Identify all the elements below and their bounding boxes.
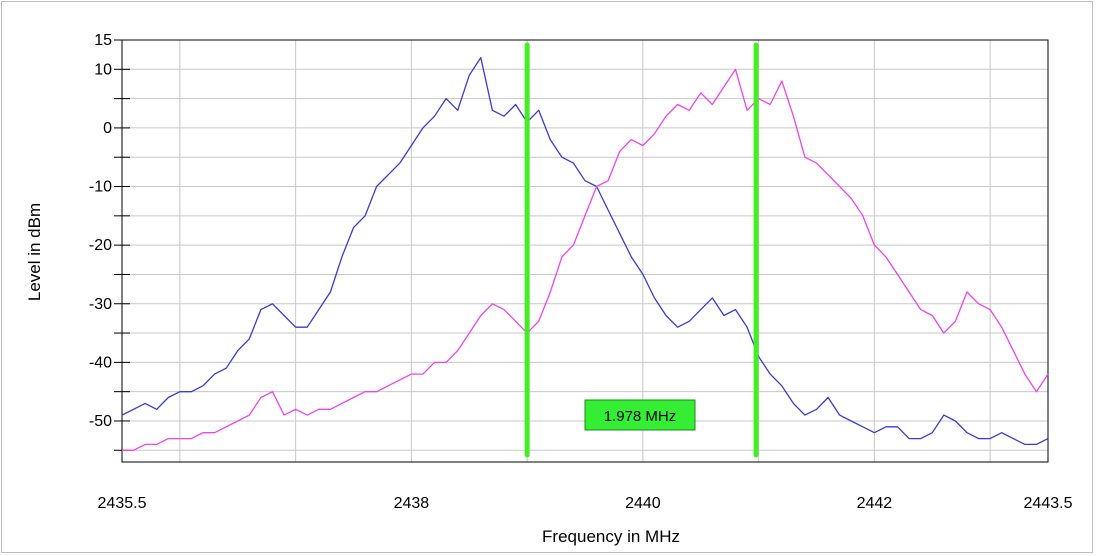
x-axis-tick-labels: 2435.5 2438 2440 2442 2443.5	[98, 495, 1073, 512]
plot-area-border	[121, 39, 1049, 463]
x-tick-label: 2438	[394, 495, 430, 512]
y-axis-tick-labels: 15 10 0 -10 -20 -30 -40 -50	[89, 32, 112, 430]
delta-annotation-box	[584, 399, 696, 431]
series-line-2	[122, 68, 1049, 451]
delta-annotation-text: 1.978 MHz	[604, 408, 677, 425]
y-tick-label: 10	[94, 61, 112, 78]
y-tick-label: -20	[89, 237, 112, 254]
delta-annotation: 1.978 MHz	[584, 399, 696, 431]
series-lines	[121, 56, 1049, 451]
y-tick-label: 0	[103, 120, 112, 137]
y-tick-label: -50	[89, 413, 112, 430]
y-axis-label: Level in dBm	[25, 203, 44, 301]
x-tick-label: 2435.5	[98, 495, 147, 512]
grid-lines	[121, 39, 1049, 462]
x-tick-label: 2440	[625, 495, 661, 512]
y-tick-label: -40	[89, 354, 112, 371]
x-tick-label: 2442	[857, 495, 893, 512]
series-line-1	[121, 56, 1049, 446]
y-tick-label: 15	[94, 32, 112, 49]
x-axis-label: Frequency in MHz	[542, 527, 680, 546]
y-tick-label: -10	[89, 179, 112, 196]
y-tick-label: -30	[89, 296, 112, 313]
x-tick-label: 2443.5	[1024, 495, 1073, 512]
frequency-markers	[524, 42, 759, 458]
